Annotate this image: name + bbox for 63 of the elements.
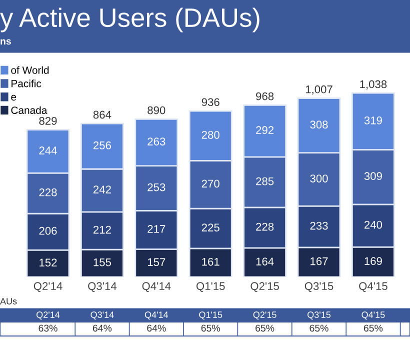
data-label: 256 (93, 141, 111, 150)
total-label: 936 (202, 98, 220, 106)
data-label: 228 (39, 188, 57, 196)
x-tick-label: Q3'14 (90, 312, 114, 320)
data-label: 240 (364, 220, 382, 229)
total-label: 1,007 (306, 85, 332, 95)
category-label: Q4'14 (142, 282, 171, 292)
data-label: 270 (202, 180, 220, 188)
data-label: 233 (310, 222, 328, 230)
data-label: 161 (202, 258, 220, 266)
data-label: 263 (148, 138, 166, 146)
total-label: 968 (256, 92, 274, 100)
x-tick-label: Q2'15 (253, 312, 276, 320)
data-label: 217 (148, 225, 166, 233)
text: 65% (310, 324, 328, 332)
data-label: 292 (256, 126, 274, 134)
category-label: Q3'15 (304, 282, 334, 292)
category-label: Q4'15 (359, 282, 388, 292)
data-label: 164 (256, 258, 274, 266)
data-label: 169 (364, 257, 382, 265)
category-label: Q3'14 (88, 282, 117, 292)
data-label: 300 (310, 174, 328, 182)
data-label: 212 (93, 226, 111, 234)
data-label: 280 (202, 130, 220, 139)
category-label: Q1'15 (196, 282, 225, 292)
category-label: Q2'14 (34, 282, 62, 292)
text: 65% (364, 324, 383, 332)
total-label: 890 (148, 106, 166, 114)
data-label: 225 (202, 224, 220, 232)
x-tick-label: Q4'14 (144, 312, 168, 320)
legend-label: Pacific (12, 80, 42, 88)
data-label: 155 (94, 258, 112, 266)
x-tick-label: Q2'14 (36, 312, 60, 320)
total-label: 1,038 (360, 80, 387, 90)
text: 63% (38, 324, 58, 332)
x-tick-label: Q3'15 (308, 312, 331, 320)
data-label: 242 (93, 186, 111, 194)
text: AUs (0, 298, 17, 304)
data-label: 228 (256, 222, 274, 231)
total-label: 864 (93, 110, 112, 119)
x-tick-label: Q1'15 (199, 312, 222, 320)
data-label: 285 (256, 177, 274, 186)
chart-title: y Active Users (DAUs) (0, 8, 260, 32)
text: 65% (201, 324, 220, 332)
data-label: 309 (364, 172, 382, 180)
total-label: 829 (39, 116, 57, 125)
legend-label: of World (11, 66, 49, 74)
text: 65% (256, 324, 274, 332)
data-label: 167 (310, 257, 328, 266)
data-label: 206 (39, 226, 57, 235)
text: 64% (147, 324, 166, 332)
x-tick-label: Q4'15 (362, 312, 385, 320)
text: 64% (92, 324, 112, 332)
legend-label: Canada (11, 106, 48, 114)
legend-label: e (11, 94, 16, 101)
data-label: 244 (39, 146, 57, 154)
data-label: 319 (364, 116, 382, 124)
data-label: 308 (310, 120, 328, 129)
data-label: 152 (40, 258, 57, 267)
data-label: 157 (148, 258, 166, 266)
data-label: 253 (148, 183, 166, 192)
category-label: Q2'15 (250, 282, 279, 292)
chart-subtitle: ns (0, 39, 11, 45)
